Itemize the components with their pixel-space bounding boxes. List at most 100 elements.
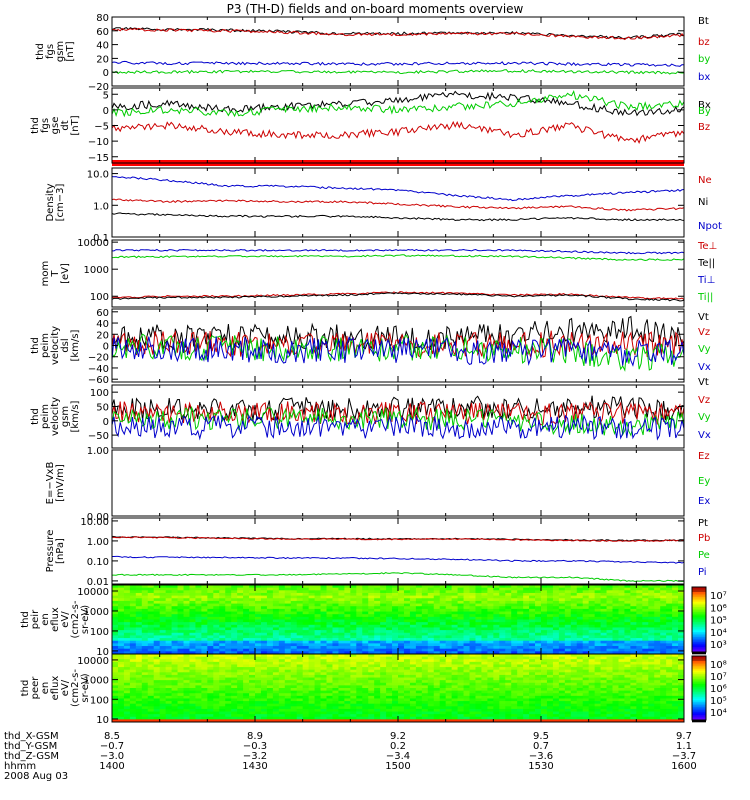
spectrogram-cell — [362, 690, 369, 694]
spectrogram-cell — [403, 592, 411, 597]
spectrogram-cell — [624, 659, 631, 663]
spectrogram-cell — [392, 616, 399, 620]
spectrogram-cell — [594, 669, 601, 673]
spectrogram-cell — [302, 627, 310, 631]
spectrogram-cell — [362, 659, 369, 663]
spectrogram-cell — [225, 656, 232, 660]
spectrogram-cell — [392, 706, 399, 710]
spectrogram-cell — [219, 685, 226, 689]
spectrogram-cell — [570, 590, 578, 594]
spectrogram-cell — [600, 622, 607, 626]
spectrogram-cell — [284, 608, 292, 612]
spectrogram-cell — [487, 695, 494, 699]
spectrogram-cell — [546, 587, 554, 591]
spectrogram-cell — [475, 648, 482, 652]
spectrogram-cell — [135, 690, 143, 694]
spectrogram-cell — [654, 640, 661, 644]
spectrogram-cell — [445, 595, 453, 599]
spectrogram-cell — [207, 656, 214, 660]
spectrogram-cell — [332, 600, 339, 604]
spectrogram-cell — [511, 592, 518, 597]
spectrogram-cell — [135, 656, 143, 660]
spectrogram-cell — [606, 695, 613, 699]
spectrogram-cell — [576, 611, 584, 615]
spectrogram-cell — [511, 682, 518, 686]
spectrogram-cell — [582, 690, 590, 694]
spectrogram-cell — [123, 611, 131, 615]
spectrogram-cell — [141, 624, 149, 628]
spectrogram-cell — [529, 643, 536, 647]
spectrogram-cell — [666, 598, 673, 602]
spectrogram-cell — [469, 603, 476, 607]
spectrogram-cell — [570, 608, 578, 612]
spectrogram-cell — [594, 651, 601, 655]
spectrogram-cell — [225, 654, 232, 658]
spectrogram-cell — [225, 659, 232, 663]
spectrogram-cell — [451, 587, 458, 591]
spectrogram-cell — [678, 654, 685, 658]
spectrogram-cell — [499, 627, 506, 631]
spectrogram-cell — [368, 624, 375, 628]
spectrogram-cell — [219, 632, 226, 636]
colorbar-tick-label: 10³ — [710, 640, 727, 651]
spectrogram-cell — [606, 646, 613, 650]
series-line-Vy — [111, 405, 685, 437]
spectrogram-cell — [207, 632, 214, 636]
spectrogram-cell — [576, 624, 584, 628]
spectrogram-cell — [463, 638, 470, 642]
spectrogram-cell — [266, 638, 274, 642]
y-axis-label: peim — [40, 333, 51, 358]
spectrogram-cell — [189, 608, 196, 612]
spectrogram-cell — [165, 635, 172, 639]
spectrogram-cell — [505, 680, 512, 684]
spectrogram-cell — [660, 682, 667, 686]
spectrogram-cell — [409, 608, 417, 612]
spectrogram-cell — [493, 695, 500, 699]
spectrogram-cell — [135, 672, 143, 676]
spectrogram-cell — [296, 592, 304, 597]
spectrogram-cell — [308, 677, 315, 681]
spectrogram-cell — [213, 624, 220, 628]
spectrogram-cell — [457, 646, 464, 650]
spectrogram-cell — [529, 656, 536, 660]
spectrogram-cell — [630, 701, 637, 705]
spectrogram-cell — [672, 608, 679, 612]
spectrogram-cell — [362, 603, 369, 607]
spectrogram-cell — [600, 669, 607, 673]
spectrogram-cell — [427, 638, 435, 642]
spectrogram-cell — [141, 619, 149, 623]
spectrogram-cell — [660, 695, 667, 699]
spectrogram-cell — [266, 695, 274, 699]
spectrogram-cell — [374, 651, 381, 655]
spectrogram-cell — [564, 654, 572, 658]
spectrogram-cell — [439, 643, 447, 647]
spectrogram-cell — [451, 674, 458, 678]
spectrogram-cell — [213, 638, 220, 642]
spectrogram-cell — [403, 669, 411, 673]
spectrogram-cell — [469, 585, 476, 589]
spectrogram-cell — [171, 651, 178, 655]
spectrogram-cell — [606, 592, 613, 597]
colorbar-segment — [692, 603, 706, 606]
spectrogram-cell — [451, 592, 458, 597]
spectrogram-cell — [636, 664, 643, 668]
spectrogram-cell — [237, 680, 244, 684]
spectrogram-cell — [445, 627, 453, 631]
spectrogram-cell — [249, 706, 256, 710]
spectrogram-cell — [284, 598, 292, 602]
spectrogram-cell — [213, 659, 220, 663]
spectrogram-cell — [594, 616, 601, 620]
spectrogram-cell — [368, 595, 375, 599]
spectrogram-cell — [368, 600, 375, 604]
spectrogram-cell — [600, 656, 607, 660]
spectrogram-cell — [189, 661, 196, 665]
spectrogram-cell — [558, 698, 566, 702]
spectrogram-cell — [129, 661, 137, 665]
spectrogram-cell — [475, 608, 482, 612]
spectrogram-cell — [112, 669, 119, 673]
spectrogram-cell — [606, 587, 613, 591]
spectrogram-cell — [183, 669, 190, 673]
spectrogram-cell — [421, 608, 429, 612]
spectrogram-cell — [153, 587, 161, 591]
spectrogram-cell — [302, 703, 310, 707]
